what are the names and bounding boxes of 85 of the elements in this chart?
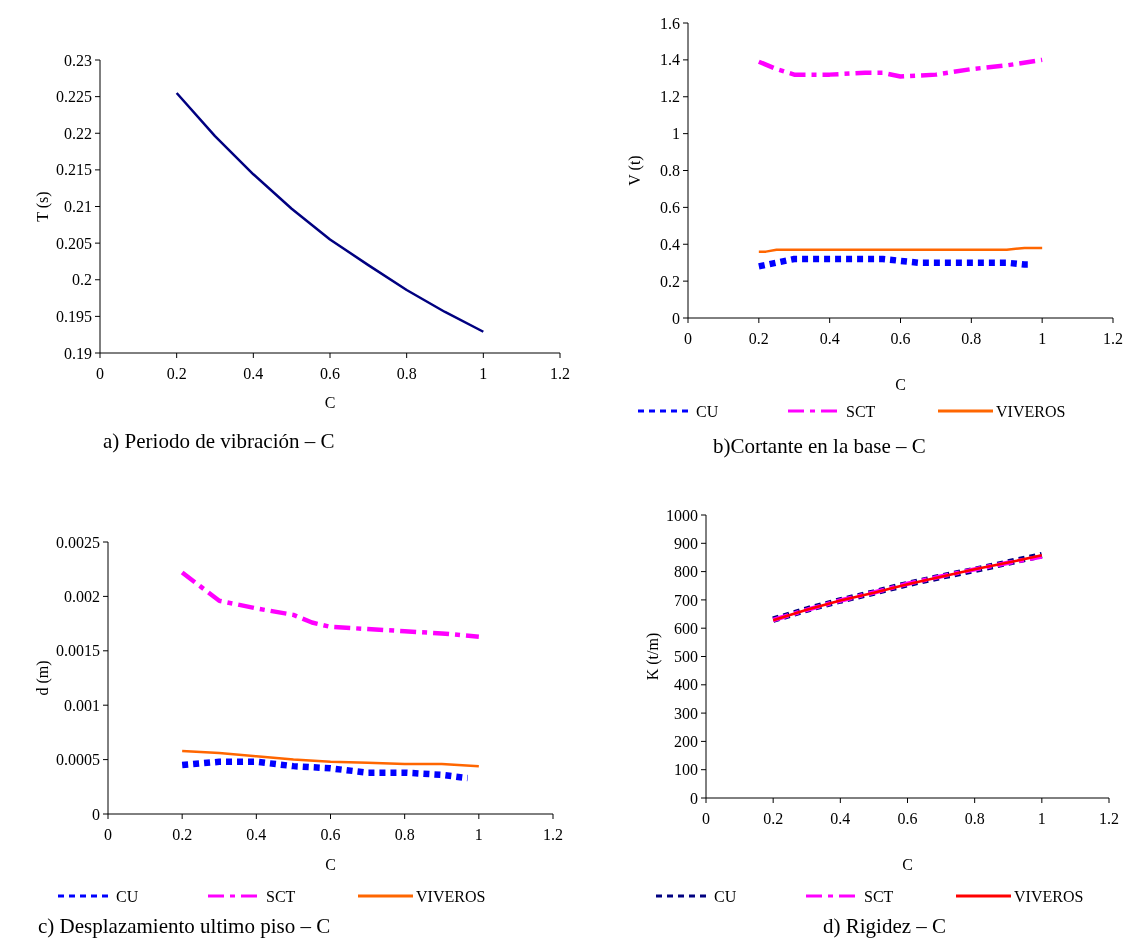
x-tick-label: 0.8 bbox=[396, 365, 417, 382]
y-tick-label: 200 bbox=[674, 733, 698, 750]
x-tick-label: 1.2 bbox=[543, 826, 563, 843]
line-series bbox=[756, 57, 1045, 79]
y-tick-label: 0.0005 bbox=[56, 751, 100, 769]
y-tick-label: 0 bbox=[672, 309, 680, 327]
y-tick-label: 700 bbox=[674, 591, 698, 609]
y-tick-label: 0.001 bbox=[64, 696, 100, 714]
y-tick-label: 300 bbox=[674, 704, 698, 722]
y-axis-title: d (m) bbox=[34, 660, 52, 696]
y-tick-label: 0.2 bbox=[72, 271, 92, 289]
x-tick-label: 0.6 bbox=[897, 810, 918, 827]
y-tick-label: 1000 bbox=[666, 506, 698, 524]
y-tick-label: 0.215 bbox=[56, 161, 92, 179]
y-tick-label: 0.21 bbox=[64, 198, 92, 216]
y-tick-label: 0.0025 bbox=[56, 533, 100, 551]
y-tick-label: 0.2 bbox=[660, 272, 680, 290]
line-series bbox=[179, 570, 482, 639]
x-tick-label: 0.4 bbox=[243, 365, 264, 382]
x-axis-title: C bbox=[324, 394, 336, 411]
legend-label: VIVEROS bbox=[416, 887, 486, 905]
y-tick-label: 0.19 bbox=[64, 344, 92, 362]
y-tick-label: 0.0015 bbox=[56, 642, 100, 660]
line-series bbox=[175, 91, 485, 334]
x-tick-label: 0.4 bbox=[819, 330, 840, 347]
legend-label: SCT bbox=[864, 887, 894, 905]
y-tick-label: 0.6 bbox=[660, 198, 680, 216]
y-tick-label: 1.6 bbox=[660, 14, 680, 32]
y-tick-label: 800 bbox=[674, 563, 698, 581]
y-tick-label: 0.195 bbox=[56, 307, 92, 325]
x-tick-label: 0.8 bbox=[964, 810, 985, 827]
y-tick-label: 0.205 bbox=[56, 234, 92, 252]
x-tick-label: 0.2 bbox=[166, 365, 187, 382]
y-tick-label: 1 bbox=[672, 125, 680, 143]
y-tick-label: 1.4 bbox=[660, 51, 680, 69]
y-tick-label: 0.225 bbox=[56, 88, 92, 106]
y-tick-label: 600 bbox=[674, 619, 698, 637]
y-tick-label: 0.4 bbox=[660, 235, 680, 253]
x-tick-label: 1 bbox=[474, 826, 483, 843]
y-tick-label: 0 bbox=[690, 789, 698, 807]
x-axis-title: C bbox=[325, 856, 336, 873]
x-tick-label: 0.4 bbox=[830, 810, 851, 827]
legend-label: VIVEROS bbox=[1014, 887, 1084, 905]
x-tick-label: 0.6 bbox=[320, 826, 341, 843]
y-tick-label: 0.23 bbox=[64, 51, 92, 69]
y-tick-label: 400 bbox=[674, 676, 698, 694]
y-axis-title: T (s) bbox=[34, 191, 52, 222]
y-tick-label: 0.22 bbox=[64, 124, 92, 142]
x-tick-label: 1.2 bbox=[1103, 330, 1123, 347]
text: a) Periodo de vibración – C bbox=[103, 429, 335, 453]
x-tick-label: 0.6 bbox=[890, 330, 911, 347]
x-tick-label: 0.2 bbox=[748, 330, 769, 347]
y-axis-title: K (t/m) bbox=[644, 632, 662, 681]
legend-label: VIVEROS bbox=[996, 402, 1066, 420]
x-tick-label: 1.2 bbox=[1099, 810, 1119, 827]
x-tick-label: 0.4 bbox=[246, 826, 267, 843]
x-axis-title: C bbox=[895, 376, 906, 393]
x-tick-label: 0.8 bbox=[961, 330, 982, 347]
x-tick-label: 1 bbox=[1038, 330, 1047, 347]
y-tick-label: 0.002 bbox=[64, 588, 100, 605]
y-tick-label: 500 bbox=[674, 648, 698, 666]
y-tick-label: 100 bbox=[674, 761, 698, 779]
legend-label: CU bbox=[696, 402, 719, 420]
x-tick-label: 0.2 bbox=[172, 826, 193, 843]
x-tick-label: 0.8 bbox=[394, 826, 415, 843]
y-tick-label: 0.8 bbox=[660, 162, 680, 180]
y-tick-label: 900 bbox=[674, 534, 698, 552]
line-series bbox=[180, 749, 481, 768]
x-tick-label: 1 bbox=[1037, 810, 1046, 827]
y-tick-label: 1.2 bbox=[660, 88, 680, 106]
text: c) Desplazamiento ultimo piso – C bbox=[38, 914, 331, 938]
y-axis-title: V (t) bbox=[626, 155, 644, 186]
x-tick-label: 1.2 bbox=[550, 365, 570, 382]
legend-label: SCT bbox=[846, 402, 876, 420]
x-tick-label: 1 bbox=[479, 365, 488, 382]
x-axis-title: C bbox=[902, 856, 913, 873]
legend-label: SCT bbox=[266, 887, 296, 905]
x-tick-label: 0.2 bbox=[763, 810, 784, 827]
legend-label: CU bbox=[116, 887, 139, 905]
x-tick-label: 0 bbox=[702, 810, 710, 827]
text: d) Rigidez – C bbox=[823, 914, 947, 938]
legend-label: CU bbox=[714, 887, 737, 905]
x-tick-label: 0 bbox=[104, 826, 112, 843]
text: b)Cortante en la base – C bbox=[713, 434, 926, 458]
x-tick-label: 0.6 bbox=[320, 365, 340, 382]
